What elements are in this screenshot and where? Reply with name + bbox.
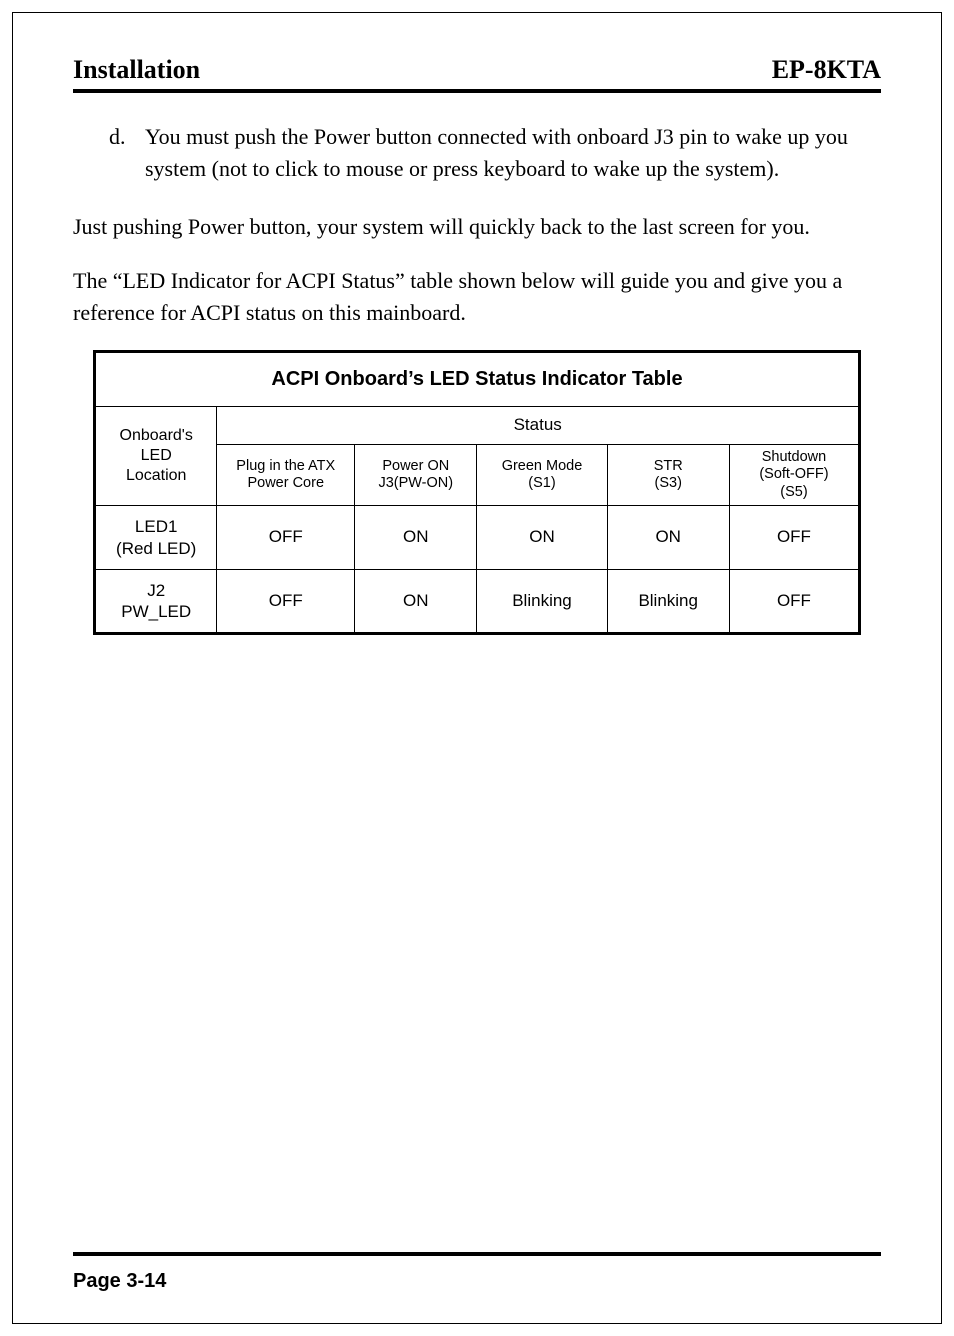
page-frame: Installation EP-8KTA d. You must push th…: [12, 12, 942, 1324]
col-sub-2: Power ON J3(PW-ON): [355, 445, 477, 506]
row1-c2: ON: [355, 506, 477, 570]
col-sub-3: Green Mode (S1): [477, 445, 607, 506]
paragraph-2: The “LED Indicator for ACPI Status” tabl…: [73, 265, 881, 329]
body-content: d. You must push the Power button connec…: [73, 121, 881, 635]
col-sub-1: Plug in the ATX Power Core: [217, 445, 355, 506]
row1-c5: OFF: [729, 506, 859, 570]
row1-loc-l1: LED1: [135, 517, 178, 536]
acpi-table-wrap: ACPI Onboard’s LED Status Indicator Tabl…: [93, 350, 861, 635]
col-sub-4-l2: (S3): [655, 475, 682, 491]
col-sub-2-l1: Power ON: [382, 458, 449, 474]
page-footer: Page 3-14: [73, 1252, 881, 1293]
col-sub-2-l2: J3(PW-ON): [378, 475, 453, 491]
row2-c4: Blinking: [607, 569, 729, 634]
header-right: EP-8KTA: [772, 55, 881, 85]
list-marker: d.: [109, 121, 145, 185]
col-sub-4-l1: STR: [654, 458, 683, 474]
table-row: LED1 (Red LED) OFF ON ON ON OFF: [95, 506, 860, 570]
row1-c1: OFF: [217, 506, 355, 570]
row2-loc-l1: J2: [147, 581, 165, 600]
list-text: You must push the Power button connected…: [145, 121, 881, 185]
loc-header-l1: Onboard's: [120, 427, 193, 444]
col-sub-5: Shutdown (Soft-OFF) (S5): [729, 445, 859, 506]
table-row: J2 PW_LED OFF ON Blinking Blinking OFF: [95, 569, 860, 634]
acpi-table: ACPI Onboard’s LED Status Indicator Tabl…: [93, 350, 861, 635]
row2-c3: Blinking: [477, 569, 607, 634]
col-sub-3-l1: Green Mode: [502, 458, 583, 474]
header-left: Installation: [73, 55, 200, 85]
col-sub-3-l2: (S1): [528, 475, 555, 491]
col-sub-5-l3: (S5): [780, 484, 807, 500]
loc-header-l3: Location: [126, 467, 187, 484]
paragraph-1: Just pushing Power button, your system w…: [73, 211, 881, 243]
row2-c5: OFF: [729, 569, 859, 634]
col-sub-4: STR (S3): [607, 445, 729, 506]
col-sub-1-l1: Plug in the ATX: [236, 458, 335, 474]
header-rule: [73, 89, 881, 93]
col-header-status: Status: [217, 407, 860, 445]
col-sub-1-l2: Power Core: [247, 475, 324, 491]
page-header: Installation EP-8KTA: [73, 55, 881, 89]
page-number: Page 3-14: [73, 1270, 881, 1293]
row2-loc-l2: PW_LED: [121, 602, 191, 621]
col-sub-5-l2: (Soft-OFF): [759, 466, 828, 482]
row2-c1: OFF: [217, 569, 355, 634]
row2-c2: ON: [355, 569, 477, 634]
row1-loc-l2: (Red LED): [116, 539, 196, 558]
footer-rule: [73, 1252, 881, 1256]
row1-c3: ON: [477, 506, 607, 570]
row2-loc: J2 PW_LED: [95, 569, 217, 634]
list-item-d: d. You must push the Power button connec…: [109, 121, 881, 185]
loc-header-l2: LED: [141, 447, 172, 464]
col-sub-5-l1: Shutdown: [762, 449, 827, 465]
row1-loc: LED1 (Red LED): [95, 506, 217, 570]
col-header-location: Onboard's LED Location: [95, 407, 217, 506]
row1-c4: ON: [607, 506, 729, 570]
table-title: ACPI Onboard’s LED Status Indicator Tabl…: [95, 352, 860, 407]
